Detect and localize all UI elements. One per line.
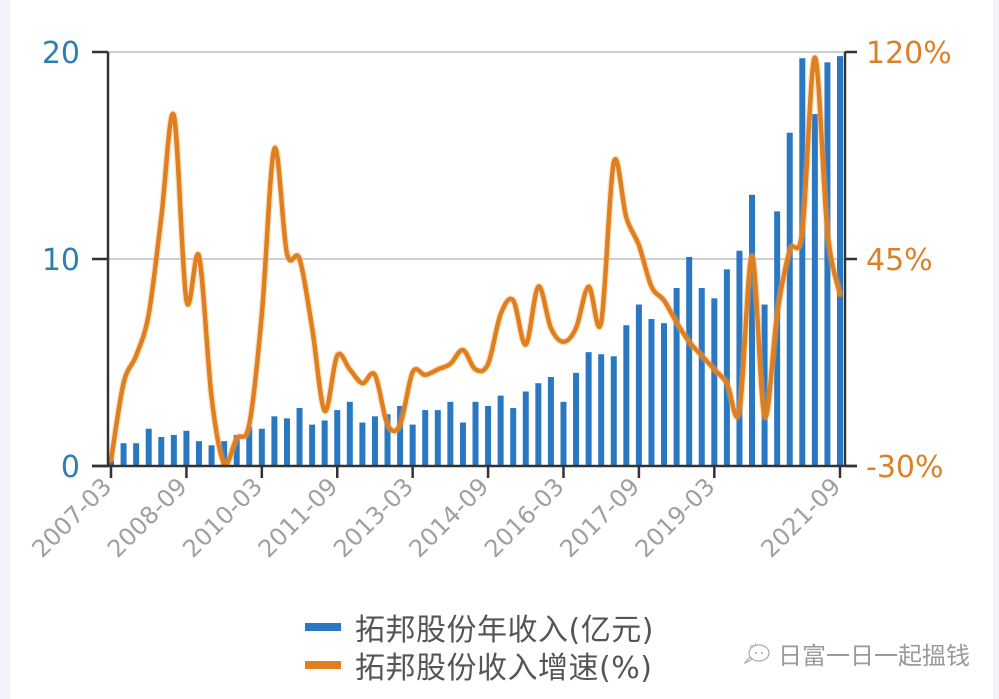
bar (560, 401, 567, 466)
bar (371, 416, 378, 466)
bar (736, 250, 743, 466)
bar (447, 401, 454, 466)
bar (120, 443, 127, 466)
bar (258, 428, 265, 466)
right-border-strip (993, 0, 999, 699)
gridlines (108, 51, 845, 260)
bar (824, 62, 831, 466)
axes (92, 50, 857, 478)
bar (309, 424, 316, 466)
legend-label: 拓邦股份年收入(亿元) (355, 613, 654, 648)
bar (635, 304, 642, 466)
bar (522, 391, 529, 466)
growth-line-path (108, 55, 843, 467)
bar (108, 459, 114, 466)
bar (334, 410, 341, 466)
bar (346, 401, 353, 466)
left-axis-tick-label: 20 (42, 36, 80, 71)
bar (610, 356, 617, 466)
bar (271, 416, 278, 466)
bar (598, 354, 605, 466)
bar (158, 437, 165, 466)
bar (170, 434, 177, 466)
growth-line (107, 54, 844, 468)
bar (711, 298, 718, 466)
left-border-strip (0, 0, 10, 699)
bar (648, 319, 655, 466)
bar (384, 414, 391, 466)
bar (233, 434, 240, 466)
bar (774, 211, 781, 466)
bar (133, 443, 140, 466)
bar (723, 269, 730, 466)
left-axis-tick-label: 10 (42, 243, 80, 278)
bar (837, 56, 843, 466)
legend: 拓邦股份年收入(亿元) 拓邦股份收入增速(%) (305, 608, 654, 686)
bar (208, 445, 215, 466)
x-axis-tick-label: 2019-03 (630, 472, 721, 563)
bar (195, 441, 202, 466)
bar (698, 287, 705, 466)
legend-label: 拓邦股份收入增速(%) (355, 651, 653, 686)
bar (761, 304, 768, 466)
bar (573, 372, 580, 466)
bar (246, 426, 253, 466)
bar (510, 408, 517, 466)
x-axis-tick-label: 2011-09 (253, 472, 344, 563)
x-axis-tick-label: 2010-03 (177, 472, 268, 563)
combo-chart: 20100120%45%-30%2007-032008-092010-03201… (27, 36, 952, 563)
bar (359, 422, 366, 466)
left-axis-tick-label: 0 (61, 450, 80, 485)
right-axis-tick-label: 45% (866, 243, 933, 278)
x-axis-tick-label: 2008-09 (102, 472, 193, 563)
bar (434, 410, 441, 466)
bar (686, 256, 693, 466)
bar (661, 323, 668, 466)
legend-item-growth[interactable]: 拓邦股份收入增速(%) (305, 646, 654, 686)
bar (749, 194, 756, 466)
wechat-bubble-icon (744, 642, 770, 664)
x-axis-tick-label: 2021-09 (756, 472, 847, 563)
legend-swatch-orange (305, 661, 341, 669)
bar (296, 408, 303, 466)
legend-item-revenue[interactable]: 拓邦股份年收入(亿元) (305, 608, 654, 648)
right-axis-tick-label: 120% (866, 36, 952, 71)
bar (321, 420, 328, 466)
revenue-bars (108, 56, 843, 467)
bar (283, 418, 290, 466)
right-axis-tick-label: -30% (866, 450, 944, 485)
bar (585, 352, 592, 466)
bar (535, 383, 542, 466)
bar (397, 405, 404, 466)
bar (183, 430, 190, 466)
bar (459, 422, 466, 466)
x-axis-tick-label: 2016-03 (479, 472, 570, 563)
bar (497, 395, 504, 466)
bar (811, 114, 818, 466)
bar (547, 376, 554, 466)
bar (422, 410, 429, 466)
bar (673, 287, 680, 466)
bar (221, 441, 228, 466)
x-axis-tick-label: 2014-09 (404, 472, 495, 563)
bar (623, 325, 630, 466)
x-axis-tick-label: 2007-03 (27, 472, 118, 563)
bar (799, 58, 806, 467)
watermark: 日富一日一起搵钱 (744, 636, 970, 671)
legend-swatch-blue (305, 623, 341, 631)
x-axis-tick-label: 2017-09 (554, 472, 645, 563)
bar (145, 428, 152, 466)
bar (472, 401, 479, 466)
bar (485, 405, 492, 466)
bar (786, 132, 793, 467)
x-axis-tick-label: 2013-03 (328, 472, 419, 563)
bar (409, 424, 416, 466)
watermark-text: 日富一日一起搵钱 (778, 642, 970, 670)
